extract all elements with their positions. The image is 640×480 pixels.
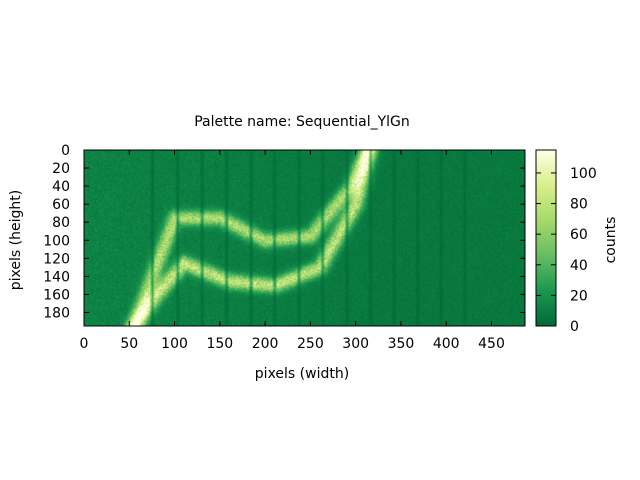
y-tick-label: 120: [43, 251, 70, 267]
y-axis-label: pixels (height): [8, 190, 24, 290]
y-tick-label: 60: [52, 197, 70, 213]
colorbar-label: counts: [603, 217, 619, 264]
x-tick-label: 350: [388, 336, 415, 352]
y-tick-label: 0: [61, 143, 70, 159]
heatmap-image: [84, 150, 525, 326]
x-tick-label: 300: [342, 336, 369, 352]
x-tick-label: 150: [206, 336, 233, 352]
y-tick-label: 160: [43, 287, 70, 303]
x-tick-label: 100: [161, 336, 188, 352]
colorbar-tick-label: 20: [570, 288, 588, 304]
x-tick-label: 50: [120, 336, 138, 352]
colorbar-tick-label: 80: [570, 197, 588, 213]
plot-frame: [83, 149, 526, 327]
y-axis: 0 20 40 60 80 100 120 140 160 180: [43, 143, 525, 321]
y-tick-label: 40: [52, 179, 70, 195]
chart-title: Palette name: Sequential_YlGn: [194, 114, 410, 130]
colorbar-tick-label: 0: [570, 319, 579, 335]
y-tick-label: 20: [52, 161, 70, 177]
x-tick-label: 0: [80, 336, 89, 352]
x-tick-label: 450: [478, 336, 505, 352]
colorbar-ticks: 0 20 40 60 80 100: [536, 166, 597, 335]
y-tick-label: 180: [43, 305, 70, 321]
x-axis-label: pixels (width): [255, 366, 349, 382]
x-tick-label: 250: [297, 336, 324, 352]
x-tick-label: 200: [252, 336, 279, 352]
colorbar-tick-label: 60: [570, 227, 588, 243]
y-tick-label: 80: [52, 215, 70, 231]
colorbar-tick-label: 40: [570, 258, 588, 274]
y-tick-label: 100: [43, 233, 70, 249]
x-axis: 0 50 100 150 200 250 300 350 400 450: [80, 150, 505, 352]
y-tick-label: 140: [43, 269, 70, 285]
x-tick-label: 400: [433, 336, 460, 352]
colorbar-tick-label: 100: [570, 166, 597, 182]
colorbar: [535, 149, 557, 327]
